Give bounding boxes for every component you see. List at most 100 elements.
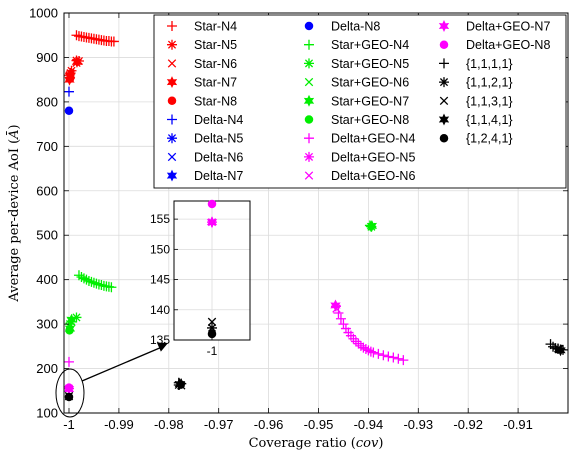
- legend-item: {1,2,4,1}: [439, 132, 513, 146]
- data-point-delta-geo-n4: [368, 347, 379, 358]
- legend-item: Star+GEO-N4: [304, 38, 409, 52]
- legend-label: Delta-N4: [194, 113, 243, 127]
- data-point-1-2-4-1: [64, 392, 74, 402]
- data-point-delta-geo-n4: [340, 323, 351, 334]
- data-point-star-geo-n4: [81, 274, 92, 285]
- legend-marker: [439, 40, 449, 49]
- y-tick-label: 500: [36, 228, 58, 243]
- x-tick-label: -0.96: [254, 417, 284, 432]
- y-axis-label-text: Average per-device AoI (: [7, 139, 22, 303]
- inset-y-tick-label: 140: [150, 303, 170, 317]
- legend-marker: [304, 58, 314, 69]
- legend-label: Star+GEO-N5: [331, 57, 409, 71]
- x-tick-label: -0.98: [154, 417, 184, 432]
- legend-marker: [439, 133, 449, 143]
- legend-label: Delta+GEO-N8: [466, 38, 550, 52]
- data-point-delta-geo-n4: [388, 352, 399, 363]
- legend-marker: [167, 96, 177, 106]
- legend-item: {1,1,1,1}: [439, 57, 513, 71]
- legend-item: Delta-N4: [167, 113, 243, 127]
- legend-item: {1,1,4,1}: [438, 113, 513, 127]
- legend-marker: [304, 133, 314, 144]
- data-point-star-n8: [65, 74, 75, 84]
- inset-y-tick-label: 155: [150, 212, 170, 226]
- data-point-star-geo-n4: [96, 280, 107, 290]
- legend-label: Star+GEO-N6: [331, 76, 409, 90]
- legend-marker: [167, 39, 177, 50]
- x-tick-label: -0.92: [453, 417, 483, 432]
- legend-item: Star+GEO-N6: [304, 76, 409, 90]
- x-axis-label-end: ): [378, 436, 383, 451]
- data-point-star-geo-n4: [91, 278, 102, 289]
- legend-item: Star+GEO-N8: [304, 113, 409, 127]
- legend-marker: [167, 21, 177, 31]
- legend-label: Star+GEO-N8: [331, 113, 409, 127]
- legend-label: Star-N8: [194, 94, 237, 108]
- legend-item: Star+GEO-N7: [303, 94, 409, 108]
- data-point-delta-geo-n4: [383, 351, 394, 362]
- legend-label: Star-N7: [194, 76, 237, 90]
- main-ticks: -1 -0.99 -0.98 -0.97 -0.96 -0.95 -0.94 -0.93 -0.…: [29, 6, 568, 432]
- data-point-delta-geo-n4: [358, 342, 369, 353]
- x-tick-label: -0.97: [204, 417, 234, 432]
- legend-marker: [304, 151, 314, 162]
- legend-marker: [438, 20, 450, 32]
- legend-label: {1,1,3,1}: [466, 94, 513, 108]
- inset-point-1-1-2-1: [207, 322, 217, 333]
- legend-item: Delta-N5: [167, 132, 243, 146]
- legend-marker: [439, 96, 449, 106]
- x-tick-label: -1: [63, 417, 75, 432]
- x-tick-label: -0.91: [503, 417, 533, 432]
- inset-point-1-2-4-1: [207, 329, 217, 339]
- legend-marker: [167, 59, 177, 68]
- y-tick-label: 300: [36, 317, 58, 332]
- legend-label: Delta-N8: [331, 20, 380, 34]
- legend-item: Star-N5: [167, 38, 237, 52]
- y-tick-label: 600: [36, 183, 58, 198]
- x-tick-label: -0.99: [104, 417, 134, 432]
- data-point-delta-geo-n4: [373, 348, 384, 359]
- legend-marker: [438, 113, 450, 126]
- y-axis-label-end: ): [7, 124, 22, 129]
- data-point-star-n7: [71, 55, 83, 68]
- legend-box: [153, 14, 567, 189]
- data-point-delta-n8: [64, 106, 74, 116]
- data-point-star-n4: [108, 36, 119, 47]
- legend-item: Delta+GEO-N8: [439, 38, 550, 52]
- plot-frame: [63, 12, 569, 414]
- legend-item: {1,1,3,1}: [439, 94, 513, 108]
- data-point-star-geo-n7: [66, 313, 77, 326]
- x-axis-label-text: Coverage ratio (: [249, 436, 356, 451]
- legend-marker: [304, 21, 314, 31]
- data-point-delta-geo-n4: [398, 355, 409, 366]
- y-axis-label-var: Ā: [6, 129, 22, 139]
- legend-label: Delta-N6: [194, 150, 243, 164]
- legend-marker: [304, 77, 314, 87]
- data-point-delta-geo-n7: [330, 299, 341, 312]
- legend-marker: [304, 171, 314, 180]
- data-point-star-n5: [66, 65, 77, 76]
- legend-label: Delta-N5: [194, 132, 243, 146]
- legend-label: {1,2,4,1}: [466, 132, 513, 146]
- main-points: [63, 30, 569, 402]
- data-point-star-geo-n4: [88, 277, 99, 288]
- inset-y-tick-label: 145: [150, 273, 170, 287]
- inset-point-1-1-3-1: [207, 317, 217, 327]
- x-tick-label: -0.94: [354, 417, 384, 432]
- inset-point-delta-geo-n8: [207, 199, 217, 209]
- y-tick-label: 700: [36, 139, 58, 154]
- legend-marker: [166, 76, 178, 89]
- data-point-star-n4: [71, 30, 82, 41]
- legend-item: Delta+GEO-N4: [304, 132, 415, 146]
- data-point-delta-geo-n4: [365, 346, 376, 357]
- legend-label: Delta-N7: [194, 169, 243, 183]
- inset-x-tick-label: -1: [207, 344, 218, 358]
- legend-item: Delta-N7: [166, 169, 243, 183]
- x-tick-label: -0.93: [403, 417, 433, 432]
- data-point-delta-geo-n4: [338, 319, 349, 330]
- legend-item: Delta+GEO-N6: [304, 169, 415, 183]
- legend-label: {1,1,4,1}: [466, 113, 513, 127]
- legend-marker: [303, 94, 315, 107]
- legend-label: Delta+GEO-N6: [331, 169, 415, 183]
